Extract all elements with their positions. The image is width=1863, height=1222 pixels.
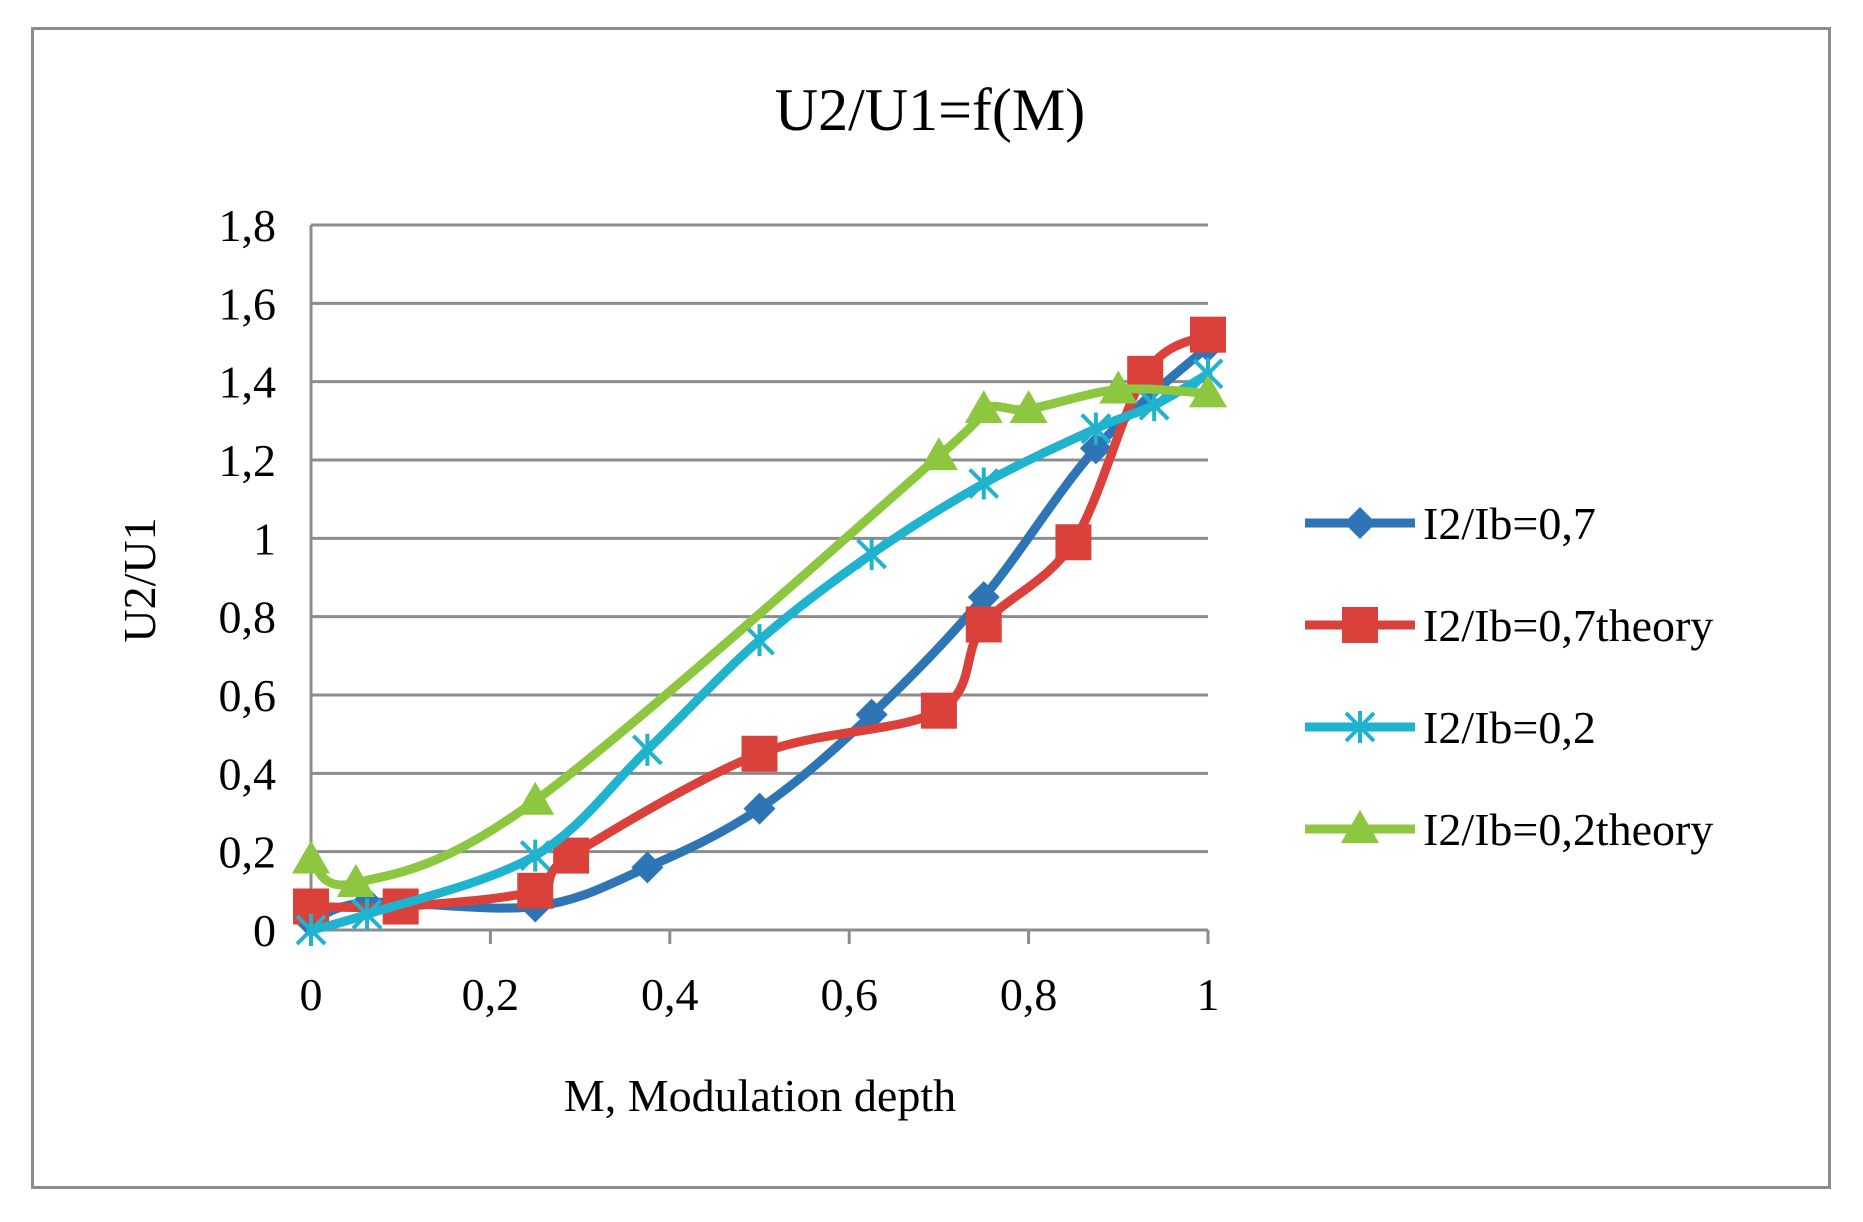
legend-marker <box>1342 607 1378 643</box>
data-point <box>351 898 383 931</box>
y-axis-label: U2/U1 <box>114 517 165 642</box>
data-point <box>741 735 778 772</box>
series-line <box>306 341 1213 927</box>
data-point <box>967 581 1000 614</box>
data-point <box>919 437 958 471</box>
legend-marker <box>1341 810 1379 843</box>
series-3 <box>295 357 1224 946</box>
data-point <box>1079 432 1112 465</box>
y-tick-label: 0,2 <box>219 827 277 878</box>
data-point <box>631 851 664 884</box>
axes-layer <box>309 225 1210 944</box>
x-tick-label: 1 <box>1197 969 1220 1020</box>
legend-entry-4: I2/Ib=0,2theory <box>1305 804 1713 855</box>
data-point <box>968 467 1000 500</box>
legend-entry-2: I2/Ib=0,7theory <box>1305 600 1713 651</box>
data-point <box>336 864 375 897</box>
x-tick-label: 0,6 <box>820 969 878 1020</box>
data-point <box>743 792 776 825</box>
series-4 <box>292 370 1227 897</box>
y-tick-label: 1,2 <box>219 435 277 486</box>
legend-label: I2/Ib=0,2theory <box>1423 804 1713 855</box>
legend-label: I2/Ib=0,7theory <box>1423 600 1713 651</box>
legend-label: I2/Ib=0,7 <box>1423 498 1596 549</box>
x-tick-label: 0,8 <box>1000 969 1058 1020</box>
x-tick-label: 0 <box>300 969 323 1020</box>
legend-entry-3: I2/Ib=0,2 <box>1305 702 1596 753</box>
y-tick-label: 1,4 <box>219 357 277 408</box>
data-point <box>517 872 554 909</box>
series-2 <box>293 316 1226 925</box>
data-point <box>295 914 327 946</box>
data-point <box>856 538 888 570</box>
chart-frame <box>31 27 1831 1189</box>
data-point <box>1190 316 1226 353</box>
series-line <box>306 330 1213 913</box>
data-point <box>1138 389 1170 422</box>
y-tick-label: 1,6 <box>219 278 277 329</box>
data-point <box>516 781 555 815</box>
legend-entry-1: I2/Ib=0,7 <box>1305 498 1596 549</box>
chart-title: U2/U1=f(M) <box>775 77 1085 143</box>
x-axis-label: M, Modulation depth <box>564 1070 956 1121</box>
data-point <box>1099 370 1138 404</box>
y-tick-label: 0,4 <box>219 748 277 799</box>
data-point <box>1189 374 1227 408</box>
data-point <box>964 390 1003 424</box>
y-tick-label: 0,6 <box>219 670 277 721</box>
data-point <box>292 840 330 874</box>
legend-label: I2/Ib=0,2 <box>1423 702 1596 753</box>
data-point <box>1055 524 1092 561</box>
legend-marker <box>1344 711 1376 743</box>
ticks-layer: 0 0,2 0,4 0,6 0,8 1 1,2 1,4 1,6 1,8 0 0,2 0,4 0,6 0,8 1 <box>219 200 1220 1020</box>
data-point <box>920 692 957 729</box>
legend: I2/Ib=0,7 I2/Ib=0,7theory I2/Ib=0,2 I2/Ib=0… <box>1305 498 1713 855</box>
data-point <box>631 733 663 766</box>
series-layer <box>292 316 1227 946</box>
data-point <box>519 839 551 872</box>
legend-marker <box>1344 507 1376 539</box>
series-line <box>306 384 1213 890</box>
y-tick-label: 1,8 <box>219 200 277 251</box>
y-tick-label: 0,8 <box>219 592 277 643</box>
data-point <box>1009 390 1048 424</box>
y-tick-label: 1 <box>253 513 276 564</box>
y-tick-label: 0 <box>253 905 276 956</box>
data-point <box>744 624 775 657</box>
data-point <box>965 606 1002 643</box>
x-tick-label: 0,4 <box>641 969 699 1020</box>
x-tick-label: 0,2 <box>462 969 520 1020</box>
data-point <box>1080 412 1112 445</box>
data-point <box>855 698 888 731</box>
